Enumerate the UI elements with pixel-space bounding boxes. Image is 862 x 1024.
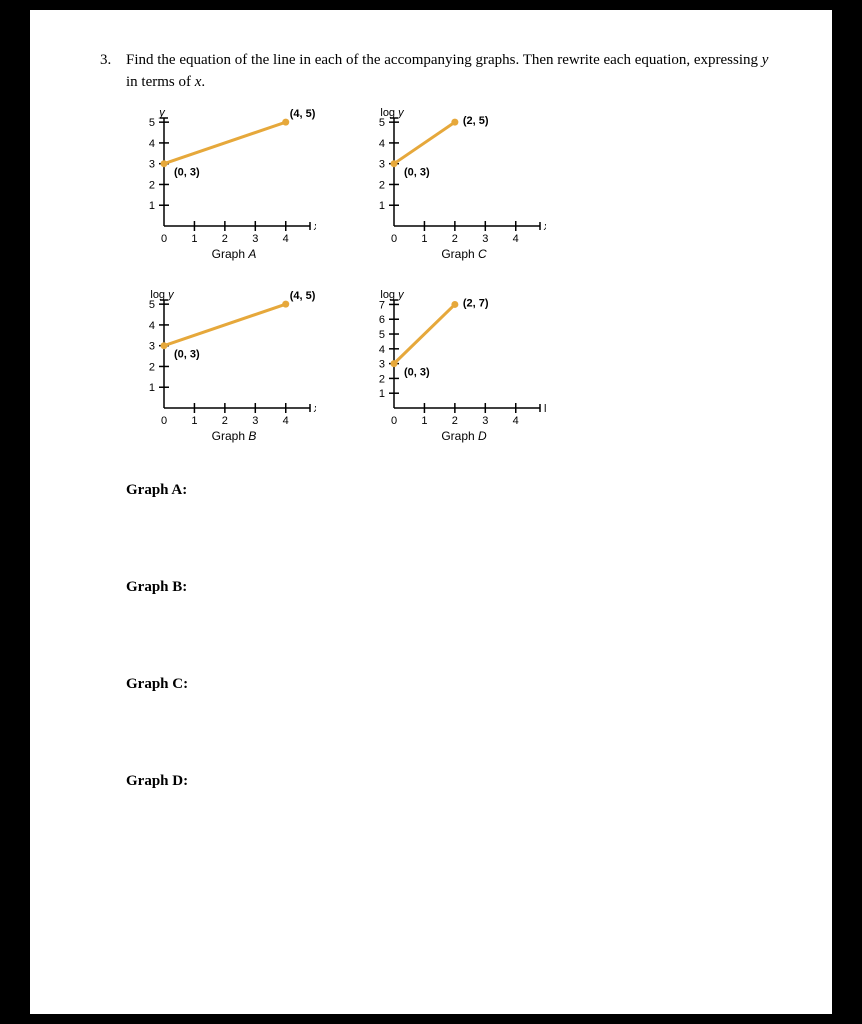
var-y: y [762, 52, 769, 68]
svg-text:(0, 3): (0, 3) [404, 166, 430, 178]
svg-text:y: y [158, 107, 166, 119]
question-text-b: in terms of [126, 74, 195, 90]
svg-text:7: 7 [379, 299, 385, 311]
svg-text:(0, 3): (0, 3) [174, 166, 200, 178]
svg-text:(2, 5): (2, 5) [463, 115, 489, 127]
svg-text:log y: log y [380, 289, 405, 301]
svg-text:(0, 3): (0, 3) [174, 348, 200, 360]
svg-text:4: 4 [149, 137, 155, 149]
svg-text:2: 2 [222, 415, 228, 427]
svg-text:4: 4 [149, 319, 155, 331]
question-number: 3. [100, 50, 118, 94]
svg-text:x: x [313, 403, 316, 415]
chart-b: 0123412345log yx(0, 3)(4, 5)Graph B [126, 286, 316, 454]
answer-label-d: Graph D: [126, 773, 772, 790]
svg-text:Graph D: Graph D [441, 429, 487, 443]
svg-text:4: 4 [513, 415, 519, 427]
svg-text:2: 2 [149, 179, 155, 191]
svg-text:1: 1 [379, 200, 385, 212]
svg-text:3: 3 [379, 158, 385, 170]
svg-text:3: 3 [149, 158, 155, 170]
svg-text:1: 1 [421, 233, 427, 245]
svg-text:2: 2 [222, 233, 228, 245]
svg-text:3: 3 [252, 233, 258, 245]
svg-text:(0, 3): (0, 3) [404, 366, 430, 378]
chart-a: 0 1 2 3 4 1 2 3 4 5y x (0, 3) (4, 5) Graph A [126, 104, 316, 272]
svg-text:3: 3 [252, 415, 258, 427]
svg-text:Graph A: Graph A [212, 247, 257, 261]
page: 3. Find the equation of the line in each… [30, 10, 832, 1014]
chart-d: 0 1 2 3 4 1 2 3 4 5 6 7log y log x (0, 3) (2, 7) Graph … [356, 286, 546, 454]
svg-text:6: 6 [379, 314, 385, 326]
svg-text:0: 0 [161, 415, 167, 427]
svg-text:log y: log y [380, 107, 405, 119]
svg-text:x: x [543, 221, 546, 233]
svg-text:4: 4 [513, 233, 519, 245]
svg-text:1: 1 [379, 388, 385, 400]
svg-text:3: 3 [482, 415, 488, 427]
question-text-c: . [201, 74, 205, 90]
answers-section: Graph A: Graph B: Graph C: Graph D: [126, 482, 772, 790]
question-text: Find the equation of the line in each of… [126, 50, 772, 94]
svg-text:1: 1 [421, 415, 427, 427]
svg-text:1: 1 [191, 415, 197, 427]
svg-text:5: 5 [149, 117, 155, 129]
charts-container: 0123412345yx(0, 3)(4, 5)Graph A 01234123… [126, 104, 772, 454]
chart-row-2: 0 1 2 3 4 1 2 3 4 5 log y x (0, 3) (4, 5) Graph B 0 1 2 3… [126, 286, 772, 454]
svg-text:3: 3 [149, 340, 155, 352]
chart-row-1: 0 1 2 3 4 1 2 3 4 5y x (0, 3) (4, 5) Graph A 0 1 2 3 4 1 2 3… [126, 104, 772, 272]
svg-text:2: 2 [452, 233, 458, 245]
answer-label-c: Graph C: [126, 676, 772, 693]
svg-text:4: 4 [379, 343, 385, 355]
svg-text:2: 2 [379, 373, 385, 385]
question-block: 3. Find the equation of the line in each… [100, 50, 772, 94]
svg-text:1: 1 [149, 382, 155, 394]
svg-text:log x: log x [544, 403, 546, 415]
svg-text:5: 5 [379, 329, 385, 341]
svg-text:2: 2 [379, 179, 385, 191]
chart-c: 0123412345log yx(0, 3)(2, 5)Graph C [356, 104, 546, 272]
svg-text:4: 4 [283, 233, 289, 245]
svg-text:(4, 5): (4, 5) [290, 290, 316, 302]
svg-text:2: 2 [149, 361, 155, 373]
svg-text:3: 3 [482, 233, 488, 245]
answer-label-b: Graph B: [126, 579, 772, 596]
svg-text:3: 3 [379, 358, 385, 370]
svg-text:log y: log y [150, 289, 175, 301]
svg-text:0: 0 [391, 233, 397, 245]
svg-text:1: 1 [149, 200, 155, 212]
svg-text:2: 2 [452, 415, 458, 427]
answer-label-a: Graph A: [126, 482, 772, 499]
svg-text:Graph B: Graph B [212, 429, 257, 443]
question-text-a: Find the equation of the line in each of… [126, 52, 762, 68]
svg-text:(4, 5): (4, 5) [290, 108, 316, 120]
svg-text:0: 0 [161, 233, 167, 245]
svg-text:x: x [313, 221, 316, 233]
svg-text:0: 0 [391, 415, 397, 427]
svg-text:4: 4 [379, 137, 385, 149]
svg-text:(2, 7): (2, 7) [463, 297, 489, 309]
svg-text:Graph C: Graph C [441, 247, 487, 261]
svg-text:1: 1 [191, 233, 197, 245]
svg-text:4: 4 [283, 415, 289, 427]
